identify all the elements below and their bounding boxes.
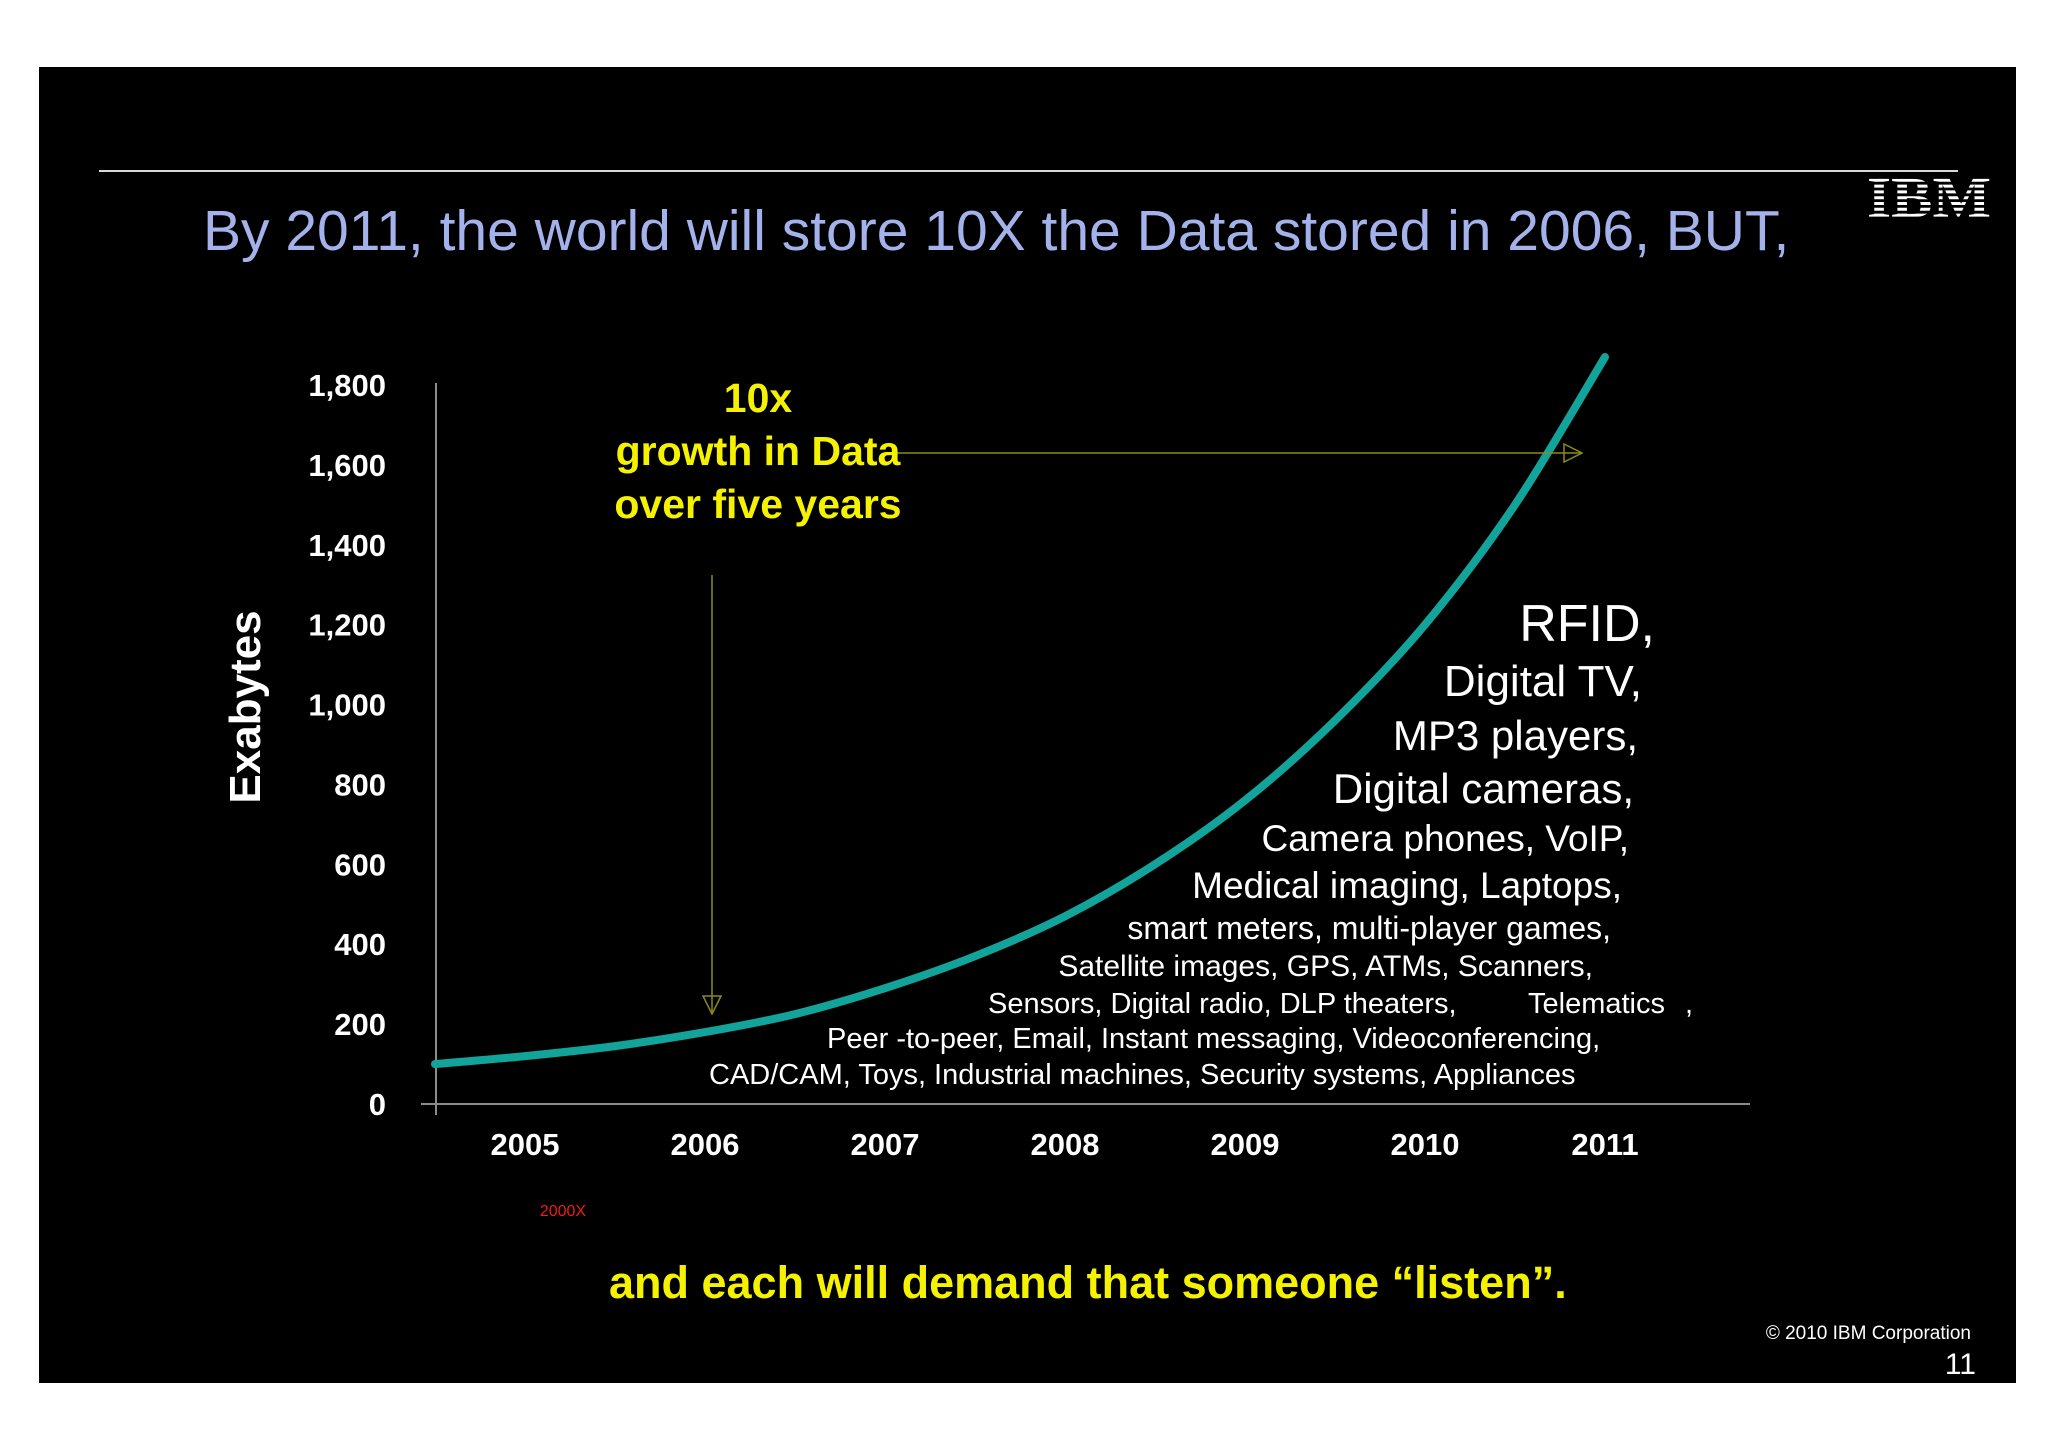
x-tick-label: 2011 (1571, 1127, 1638, 1162)
x-tick-label: 2009 (1211, 1127, 1280, 1162)
y-axis-label: Exabytes (221, 610, 270, 804)
source-satellite-images: Satellite images, GPS, ATMs, Scanners, (1058, 950, 1593, 983)
source-telematics: Telematics (1528, 988, 1665, 1020)
footer-text-a: Internet connected devices will grow by (257, 1203, 540, 1220)
header-rule (99, 170, 1958, 172)
source-rfid: RFID, (1519, 595, 1655, 653)
footer-text-b: , from 500M to (586, 1203, 694, 1220)
callout-line-3: over five years (614, 481, 902, 527)
y-tick-label: 1,000 (308, 688, 386, 723)
source-digital-cameras: Digital cameras, (1332, 765, 1634, 812)
y-tick-label: 200 (334, 1007, 386, 1042)
data-growth-curve (431, 353, 1609, 1069)
slide: IBM By 2011, the world will store 10X th… (39, 67, 2016, 1383)
source-trailing-comma: , (1685, 988, 1694, 1020)
source-digital-tv: Digital TV, (1443, 657, 1642, 706)
callout-line-2: growth in Data (615, 428, 901, 474)
x-tick-label: 2007 (851, 1127, 920, 1162)
growth-callout: 10x growth in Data over five years (560, 372, 956, 531)
x-tick-label: 2005 (491, 1127, 560, 1162)
y-tick-label: 800 (334, 767, 386, 802)
source-camera-phones: Camera phones, VoIP, (1261, 818, 1629, 859)
source-peer-to-peer: Peer -to-peer, Email, Instant messaging,… (827, 1023, 1601, 1055)
y-tick-label: 1,200 (308, 608, 386, 643)
source-cad-cam: CAD/CAM, Toys, Industrial machines, Secu… (709, 1059, 1576, 1091)
footer-line-2: and each will demand that someone “liste… (609, 1257, 1567, 1308)
x-tick-label: 2006 (671, 1127, 740, 1162)
y-tick-label: 1,800 (308, 368, 386, 403)
source-mp3-players: MP3 players, (1392, 712, 1638, 759)
footer-2000x: 2000X (539, 1203, 587, 1220)
x-tick-label: 2008 (1031, 1127, 1100, 1162)
y-tick-label: 1,600 (308, 448, 386, 483)
y-tick-label: 600 (334, 847, 386, 882)
footer-1-trillion: 1 Trillion (693, 1203, 754, 1220)
copyright: © 2010 IBM Corporation (1765, 1323, 1971, 1344)
growth-chart: 0 200 400 600 800 1,000 1,200 1,400 1,600 1,800 2… (308, 353, 1750, 1162)
source-sensors: Sensors, Digital radio, DLP theaters, (988, 988, 1457, 1020)
y-tick-label: 1,400 (308, 528, 386, 563)
x-tick-label: 2010 (1391, 1127, 1460, 1162)
ibm-logo: IBM (1867, 173, 1991, 217)
y-tick-label: 0 (369, 1087, 386, 1122)
callout-line-1: 10x (723, 375, 793, 421)
source-medical-imaging: Medical imaging, Laptops, (1192, 865, 1622, 906)
y-tick-label: 400 (334, 927, 386, 962)
slide-title: By 2011, the world will store 10X the Da… (203, 199, 1790, 263)
footer-line-1: Internet connected devices will grow by … (257, 1203, 758, 1221)
footer-text-c: , (753, 1203, 758, 1220)
source-smart-meters: smart meters, multi-player games, (1127, 910, 1611, 946)
page-number: 11 (1944, 1348, 1976, 1381)
